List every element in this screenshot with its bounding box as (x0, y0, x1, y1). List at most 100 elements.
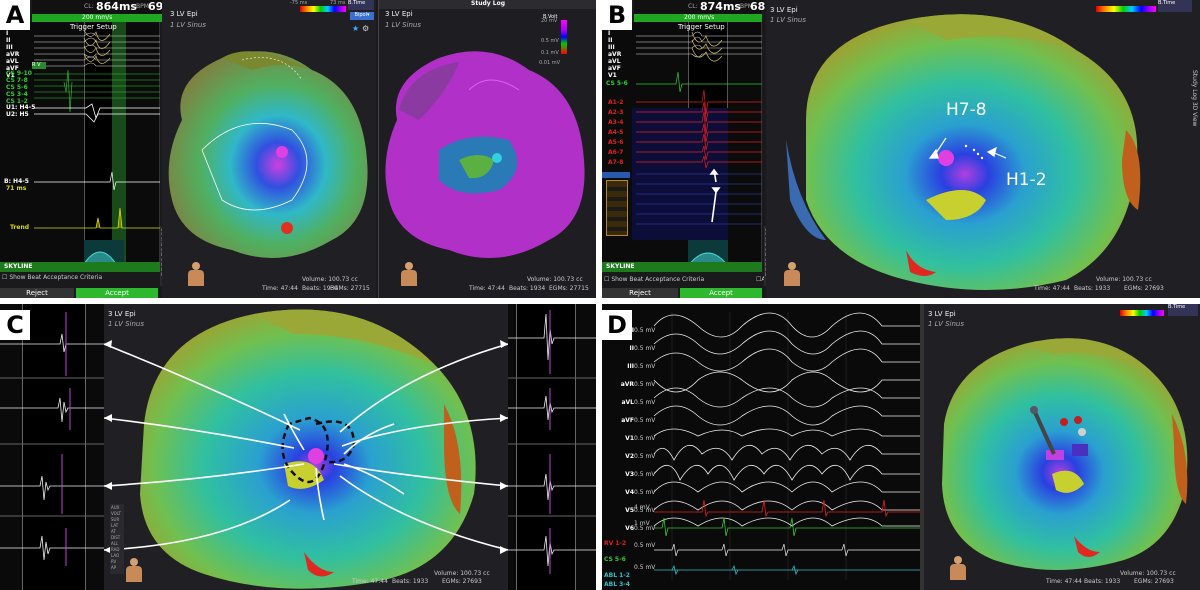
map-title: 3 LV Epi (928, 310, 956, 318)
body-orientation-icon[interactable] (950, 556, 966, 582)
surface-ecg-traces (653, 312, 920, 580)
trigger-setup[interactable]: Trigger Setup (678, 23, 725, 31)
lead-i: I (608, 30, 611, 37)
uni-lead-list: U1: H4-5 U2: H5 (6, 104, 35, 118)
reject-button[interactable]: Reject (602, 288, 678, 298)
reject-button[interactable]: Reject (0, 288, 74, 298)
map-subtitle: 1 LV Sinus (170, 21, 206, 29)
checkbox-icon[interactable]: ☐ (604, 276, 610, 283)
egms-readout: EGMs: 27715 (549, 285, 589, 292)
cl-value: 874ms (700, 0, 741, 13)
beats-readout: Beats: 1934 (509, 285, 546, 292)
egm-right-traces (508, 310, 596, 574)
lead-list: I II III aVR aVL aVF V1 (6, 30, 19, 79)
body-orientation-icon[interactable] (126, 558, 142, 584)
sidebar-item[interactable]: LAO (111, 553, 120, 558)
lead-rv: RV 1-2 (604, 540, 627, 547)
panel-label-a: A (0, 0, 30, 30)
sidebar-item[interactable]: AP (111, 565, 117, 570)
body-orientation-icon[interactable] (401, 262, 417, 288)
skyline-bar[interactable]: SKYLINE (602, 262, 762, 272)
cl-label: CL: (688, 3, 698, 10)
body-orientation-icon[interactable] (188, 262, 204, 288)
btime-button[interactable]: B.Time (1158, 0, 1192, 12)
selected-channel[interactable] (602, 172, 630, 178)
skyline-bar[interactable]: SKYLINE (0, 262, 160, 272)
cs-lead: CS 1-2 (6, 98, 28, 105)
sidebar-item[interactable]: VOLT (111, 511, 121, 516)
gain-label: 0.5 mV (634, 435, 656, 442)
map-title: 3 LV Epi (108, 310, 136, 318)
scale-min: -75 ms (290, 0, 308, 6)
map-subtitle: 1 LV Sinus (770, 16, 806, 24)
egm-strip-right (508, 304, 596, 590)
study-log-tab[interactable]: Study Log 3D View (1191, 70, 1198, 127)
egm-left-traces (0, 312, 104, 566)
a-lead: A4-5 (608, 129, 624, 136)
sweep-bar[interactable]: 200 mm/s (32, 14, 162, 22)
sidebar-item[interactable]: ALL (111, 541, 119, 546)
sweep-bar[interactable]: 200 mm/s (634, 14, 762, 22)
lead-abl-1-2: ABL 1-2 (604, 572, 630, 579)
trend-label: Trend (10, 224, 30, 231)
map-subtitle: 1 LV Sinus (928, 320, 964, 328)
cs-lead: CS 9-10 (6, 70, 32, 77)
map-view-2[interactable]: Study Log 3 LV Epi 1 LV Sinus B.Volt 20 … (378, 0, 596, 298)
show-beat-criteria[interactable]: ☐ Show Beat Acceptance Criteria (604, 276, 704, 283)
body-orientation-icon[interactable] (784, 262, 800, 288)
panel-divider[interactable] (920, 304, 924, 590)
gain-label: 0.5 mV (634, 417, 656, 424)
egms-readout: EGMs: 27693 (442, 578, 482, 585)
volume-readout: Volume: 100.73 cc (302, 276, 358, 283)
trigger-setup[interactable]: Trigger Setup (70, 23, 117, 31)
sidebar-item[interactable]: AT (111, 529, 116, 534)
lead-avl: aVL (608, 58, 621, 65)
sidebar-item[interactable]: DIST (111, 535, 121, 540)
volume-readout: Volume: 100.73 cc (1120, 570, 1176, 577)
btime-button[interactable]: B.Time (1168, 304, 1198, 316)
star-icon[interactable]: ★ (352, 24, 360, 33)
header-bar: CL: 874ms BPM: 68 (634, 0, 765, 14)
panel-label-d: D (602, 310, 632, 340)
time-readout: Time: 47:44 (262, 285, 298, 292)
lead-ii: II (608, 37, 613, 44)
bpm-label: BPM: (136, 3, 151, 10)
lead-ii: II (629, 345, 634, 352)
accept-button[interactable]: Accept (680, 288, 762, 298)
btime-button[interactable]: B.Time (348, 0, 374, 10)
gain-label: 0.5 mV (634, 363, 656, 370)
egms-readout: EGMs: 27693 (1124, 285, 1164, 292)
time-readout: Time: 47:44 (352, 578, 388, 585)
show-beat-label: Show Beat Acceptance Criteria (9, 274, 103, 281)
checkbox-icon[interactable]: ☐ (2, 274, 8, 281)
voltage-colorbar (561, 20, 567, 54)
gear-icon[interactable]: ⚙ (362, 24, 370, 33)
sidebar-item[interactable]: RV (111, 559, 117, 564)
accept-button[interactable]: Accept (76, 288, 158, 298)
gain-label: 0.5 mV (634, 345, 656, 352)
map-title: 3 LV Epi (770, 6, 798, 14)
map-subtitle: 1 LV Sinus (385, 21, 421, 29)
bvolt-button[interactable]: B.Volt (543, 14, 558, 20)
map-view[interactable]: 3 LV Epi 1 LV Sinus (104, 304, 508, 590)
lead-ii: II (6, 37, 11, 44)
map-view-1[interactable]: 3 LV Epi 1 LV Sinus -75 ms 73 ms B.Time … (162, 0, 376, 298)
show-beat-criteria[interactable]: ☐ Show Beat Acceptance Criteria (2, 274, 102, 281)
lead-avr: aVR (6, 51, 20, 58)
egm-strip-left (0, 304, 104, 590)
checkbox-icon[interactable]: ☐ (756, 276, 762, 283)
study-log-title: Study Log (379, 0, 596, 9)
a-lead: A2-3 (608, 109, 624, 116)
sidebar-item[interactable]: SUR (111, 517, 120, 522)
sidebar-item[interactable]: LAT (111, 523, 119, 528)
cs-lead: CS 3-4 (6, 91, 28, 98)
sidebar-item[interactable]: AUX (111, 505, 120, 510)
sidebar-item[interactable]: RAD (111, 547, 120, 552)
map-subtitle: 1 LV Sinus (108, 320, 144, 328)
map-view[interactable]: 3 LV Epi 1 LV Sinus B.Time Volume: 100.7… (924, 304, 1200, 590)
lead-v2: V2 (625, 453, 634, 460)
sweep-speed: 200 mm/s (82, 14, 113, 21)
cs-lead-list: CS 9-10 CS 7-8 CS 5-6 CS 3-4 CS 1-2 (6, 70, 32, 105)
bipolar-button[interactable]: Bipol▾ (350, 12, 374, 20)
map-view[interactable]: 3 LV Epi 1 LV Sinus B.Time Study Log 3D … (766, 0, 1200, 298)
